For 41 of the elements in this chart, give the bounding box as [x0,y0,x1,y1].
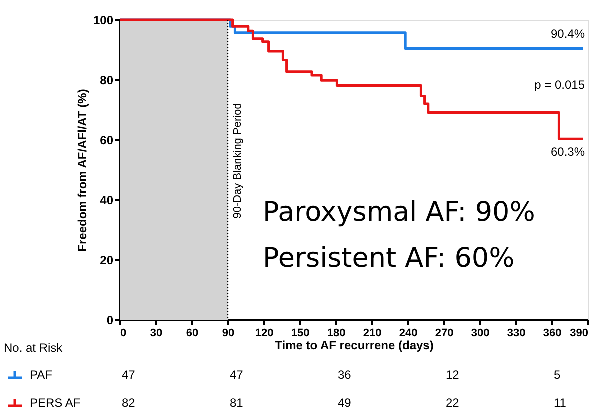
x-axis-title: Time to AF recurrene (days) [275,338,434,352]
y-axis-title: Freedom from AF/AFl/AT (%) [75,89,90,252]
annotation: Paroxysmal AF: 90% [263,197,536,228]
x-tick-label: 90 [222,328,235,340]
text: 12 [446,368,460,382]
annotation: p = 0.015 [534,78,586,92]
x-tick-label: 120 [255,328,274,340]
x-tick-label: 390 [570,328,588,340]
x-tick-label: 30 [150,328,163,340]
y-tick-label: 80 [100,74,114,88]
text: 36 [338,368,352,382]
y-tick-label: 100 [93,14,114,28]
text: 5 [554,368,561,382]
annotation: Persistent AF: 60% [263,243,515,274]
x-tick-label: 240 [399,328,418,340]
text: 47 [122,368,136,382]
x-tick-label: 360 [543,328,562,340]
x-tick-label: 150 [291,328,310,340]
text: 81 [230,396,244,410]
x-tick-label: 270 [435,328,454,340]
legend-label: PERS AF [30,396,81,410]
y-tick-label: 60 [100,134,114,148]
text: 11 [554,396,567,410]
x-tick-label: 210 [363,328,382,340]
text: 49 [338,396,352,410]
text: 47 [230,368,244,382]
x-tick-label: 330 [507,328,526,340]
text: No. at Risk [4,341,64,355]
annotation: 90.4% [550,27,586,41]
annotation: 60.3% [550,145,586,159]
legend-label: PAF [30,368,52,382]
x-tick-label: 60 [186,328,199,340]
text: 82 [122,396,136,410]
x-tick-label: 300 [471,328,490,340]
x-tick-label: 180 [327,328,346,340]
x-tick-label: 0 [120,328,127,340]
ref-line-label: 90-Day Blanking Period [232,103,244,219]
text: 22 [446,396,460,410]
y-tick-label: 20 [100,254,114,268]
y-tick-label: 40 [100,194,114,208]
y-tick-label: 0 [106,314,114,328]
